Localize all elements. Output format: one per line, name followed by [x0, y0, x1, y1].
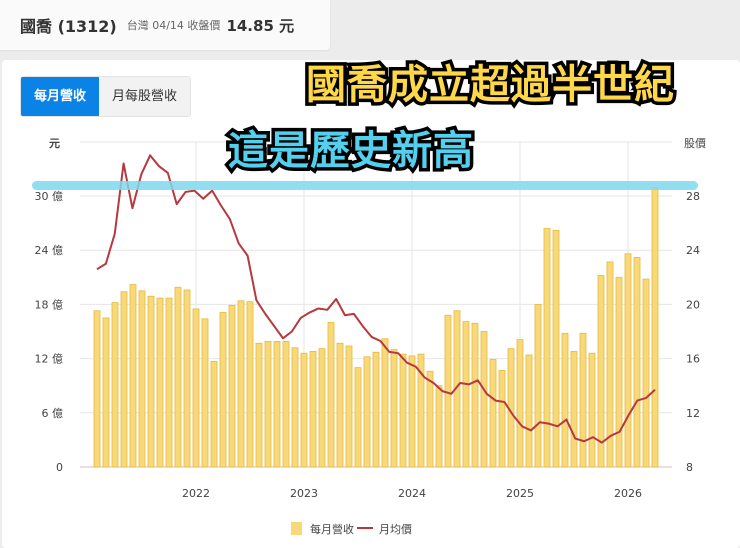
- overlay-caption-1: 國喬成立超過半世紀: [303, 59, 678, 112]
- revenue-bar[interactable]: [273, 341, 281, 468]
- legend-line-label[interactable]: 月均價: [379, 522, 412, 536]
- revenue-bar[interactable]: [93, 310, 101, 468]
- revenue-bar[interactable]: [102, 317, 110, 468]
- revenue-bar[interactable]: [453, 310, 461, 468]
- revenue-bar[interactable]: [201, 318, 209, 468]
- avg-price-line[interactable]: [96, 154, 656, 444]
- revenue-bar[interactable]: [255, 342, 263, 468]
- revenue-bar[interactable]: [336, 342, 344, 468]
- revenue-bar[interactable]: [633, 257, 641, 468]
- revenue-bar[interactable]: [147, 295, 155, 468]
- revenue-bar[interactable]: [480, 331, 488, 468]
- revenue-bar[interactable]: [264, 341, 272, 468]
- revenue-bar[interactable]: [318, 348, 326, 468]
- overlay-caption-2: 這是歷史新高: [225, 125, 477, 178]
- revenue-bar[interactable]: [624, 253, 632, 468]
- y-tick-left: 12 億: [35, 353, 64, 366]
- revenue-bar[interactable]: [588, 352, 596, 468]
- revenue-bar[interactable]: [516, 339, 524, 468]
- y-tick-right: 20: [686, 298, 700, 311]
- revenue-bar[interactable]: [291, 347, 299, 468]
- tab-monthly-revenue-per-share[interactable]: 月每股營收: [112, 89, 178, 104]
- revenue-bar[interactable]: [111, 302, 119, 468]
- revenue-bar[interactable]: [246, 301, 254, 468]
- y-tick-left: 18 億: [35, 298, 64, 311]
- legend-bar-swatch: [291, 522, 302, 535]
- revenue-bar[interactable]: [525, 354, 533, 468]
- y-axis-label-left: 元: [49, 137, 60, 150]
- revenue-bar[interactable]: [390, 349, 398, 468]
- stock-name: 國喬 (1312): [20, 17, 117, 36]
- revenue-bar[interactable]: [183, 289, 191, 468]
- revenue-bar[interactable]: [138, 290, 146, 468]
- revenue-bar[interactable]: [435, 385, 443, 468]
- revenue-bar[interactable]: [444, 314, 452, 468]
- revenue-bar[interactable]: [399, 353, 407, 468]
- revenue-bar[interactable]: [237, 300, 245, 468]
- revenue-bar[interactable]: [606, 261, 614, 468]
- revenue-bar[interactable]: [426, 370, 434, 468]
- revenue-bar[interactable]: [156, 297, 164, 468]
- revenue-tabs: 每月營收 月每股營收: [20, 76, 192, 117]
- revenue-bar[interactable]: [651, 187, 659, 468]
- revenue-bar[interactable]: [489, 359, 497, 468]
- revenue-bar[interactable]: [417, 353, 425, 468]
- revenue-bar[interactable]: [543, 228, 551, 468]
- y-tick-right: 28: [686, 190, 700, 203]
- revenue-bar[interactable]: [219, 312, 227, 468]
- revenue-bar[interactable]: [471, 322, 479, 468]
- revenue-bar[interactable]: [327, 322, 335, 468]
- revenue-bar[interactable]: [174, 286, 182, 468]
- y-tick-right: 16: [686, 353, 700, 366]
- revenue-bar[interactable]: [381, 338, 389, 468]
- revenue-bar[interactable]: [354, 367, 362, 468]
- x-tick: 2023: [290, 487, 318, 500]
- revenue-bar[interactable]: [498, 369, 506, 468]
- y-tick-right: 24: [686, 244, 700, 257]
- revenue-bar[interactable]: [282, 341, 290, 468]
- close-price-label: 台灣 04/14 收盤價: [126, 19, 221, 32]
- revenue-bar[interactable]: [579, 332, 587, 468]
- y-tick-left: 30 億: [35, 190, 64, 203]
- y-axis-label-right: 股價: [684, 136, 706, 150]
- tab-monthly-revenue[interactable]: 每月營收: [21, 77, 100, 116]
- y-tick-right: 8: [686, 461, 693, 474]
- y-tick-left: 24 億: [35, 244, 64, 257]
- revenue-bar[interactable]: [462, 321, 470, 468]
- revenue-bar[interactable]: [408, 355, 416, 468]
- legend-bar-label[interactable]: 每月營收: [310, 522, 354, 536]
- revenue-bar[interactable]: [642, 278, 650, 468]
- revenue-bar[interactable]: [210, 360, 218, 468]
- y-tick-right: 12: [686, 407, 700, 420]
- revenue-bar[interactable]: [570, 350, 578, 468]
- revenue-bar[interactable]: [345, 345, 353, 468]
- revenue-bar[interactable]: [552, 229, 560, 468]
- revenue-bar[interactable]: [534, 303, 542, 468]
- revenue-bar[interactable]: [615, 276, 623, 468]
- record-high-highlight: [32, 181, 698, 190]
- revenue-bar[interactable]: [300, 352, 308, 468]
- revenue-bar[interactable]: [363, 356, 371, 468]
- x-tick: 2026: [614, 487, 642, 500]
- revenue-bar[interactable]: [597, 275, 605, 468]
- close-price-value: 14.85 元: [226, 16, 295, 35]
- revenue-bar[interactable]: [165, 297, 173, 468]
- revenue-bar[interactable]: [309, 350, 317, 468]
- x-tick: 2022: [182, 487, 210, 500]
- revenue-bar[interactable]: [192, 308, 200, 468]
- revenue-bar[interactable]: [129, 284, 137, 468]
- revenue-bar[interactable]: [228, 304, 236, 468]
- revenue-bar[interactable]: [561, 332, 569, 468]
- stock-header: 國喬 (1312) 台灣 04/14 收盤價 14.85 元: [0, 0, 330, 50]
- y-tick-left: 6 億: [42, 407, 64, 420]
- revenue-bar[interactable]: [372, 351, 380, 468]
- x-tick: 2025: [506, 487, 534, 500]
- y-tick-left: 0: [56, 461, 63, 474]
- x-tick: 2024: [398, 487, 426, 500]
- revenue-bar[interactable]: [120, 291, 128, 468]
